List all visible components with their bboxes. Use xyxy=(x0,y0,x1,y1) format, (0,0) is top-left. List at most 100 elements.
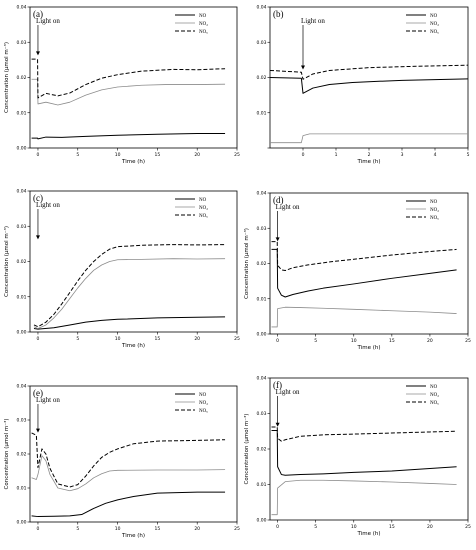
panel-label: (c) xyxy=(33,193,43,203)
x-tick-label: 25 xyxy=(465,338,471,344)
y-tick-label: 0.03 xyxy=(16,224,26,230)
plot-frame xyxy=(29,385,238,523)
x-tick-label: 5 xyxy=(76,526,79,532)
y-axis-label: Concentration (μmol m⁻³) xyxy=(3,42,10,113)
x-tick-label: 0 xyxy=(302,152,305,158)
y-tick-label: 0.04 xyxy=(16,5,26,11)
series-line xyxy=(33,244,226,328)
x-tick-label: 20 xyxy=(427,524,433,530)
legend-entry: NOₓ xyxy=(199,30,208,35)
y-tick-label: 0.00 xyxy=(16,146,26,152)
y-tick-label: 0.03 xyxy=(256,411,266,417)
legend-entry: NO xyxy=(199,198,207,203)
legend-entry: NO₂ xyxy=(430,208,439,213)
x-tick-label: 25 xyxy=(234,526,240,532)
x-tick-label: 20 xyxy=(194,336,200,342)
legend-entry: NO xyxy=(430,14,438,19)
x-tick-label: 15 xyxy=(155,526,161,532)
series-line xyxy=(31,133,226,140)
legend-entry: NO₂ xyxy=(430,393,439,398)
annotation-label: Light on xyxy=(276,388,300,396)
panel-label: (d) xyxy=(273,195,284,205)
y-tick-label: 0.04 xyxy=(16,384,26,390)
x-tick-label: 5 xyxy=(467,152,470,158)
series-line xyxy=(31,432,226,488)
annotation-arrow-head xyxy=(301,65,305,70)
x-tick-label: 5 xyxy=(76,336,79,342)
chart-panel: 0 5 10 15 20 25 0.00 0.01 0.02 0.03 0.04 Time (h) Co… xyxy=(243,191,471,351)
y-tick-label: 0.03 xyxy=(16,40,26,46)
x-tick-label: 10 xyxy=(351,524,357,530)
plot-frame xyxy=(29,190,238,333)
y-tick-label: 0.02 xyxy=(256,447,266,453)
y-tick-label: 0.03 xyxy=(256,40,266,46)
y-tick-label: 0.02 xyxy=(16,259,26,265)
annotation-label: Light on xyxy=(276,203,300,211)
y-tick-label: 0.02 xyxy=(256,75,266,81)
y-tick-label: 0.04 xyxy=(16,189,26,195)
x-tick-label: 5 xyxy=(314,524,317,530)
x-tick-label: 1 xyxy=(335,152,338,158)
x-tick-label: 20 xyxy=(194,526,200,532)
series-line xyxy=(270,133,468,144)
x-axis-label: Time (h) xyxy=(121,343,145,349)
y-tick-label: 0.01 xyxy=(256,110,266,116)
plot-frame xyxy=(269,6,469,149)
x-tick-label: 10 xyxy=(351,338,357,344)
panel-label: (f) xyxy=(273,380,282,390)
panel-label: (b) xyxy=(273,9,284,19)
y-tick-label: 0.01 xyxy=(16,110,26,116)
y-tick-label: 0.00 xyxy=(256,518,266,524)
x-axis-label: Time (h) xyxy=(357,531,381,537)
x-tick-label: 5 xyxy=(76,152,79,158)
series-line xyxy=(31,455,226,492)
chart-panel: 0 5 10 15 20 25 0.00 0.01 0.02 0.03 0.04 Time (h) Co… xyxy=(3,189,240,349)
series-line xyxy=(269,64,469,80)
series-line xyxy=(271,426,457,442)
x-axis-label: Time (h) xyxy=(357,159,381,165)
y-tick-label: 0.04 xyxy=(256,191,266,197)
x-tick-label: 5 xyxy=(314,338,317,344)
x-tick-label: 0 xyxy=(37,336,40,342)
annotation-label: Light on xyxy=(36,17,60,25)
x-tick-label: 3 xyxy=(401,152,404,158)
legend-entry: NO₂ xyxy=(199,206,208,211)
annotation-label: Light on xyxy=(36,396,60,404)
x-tick-label: 20 xyxy=(194,152,200,158)
x-tick-label: 25 xyxy=(465,524,471,530)
y-axis-label: Concentration (μmol m⁻³) xyxy=(243,228,250,299)
x-tick-label: 4 xyxy=(434,152,437,158)
y-tick-label: 0.01 xyxy=(16,486,26,492)
y-tick-label: 0.02 xyxy=(256,261,266,267)
y-tick-label: 0.01 xyxy=(16,294,26,300)
annotation-arrow-head xyxy=(35,428,40,433)
annotation-label: Light on xyxy=(301,17,325,25)
series-line xyxy=(33,258,226,329)
chart-panel: 0 1 2 3 4 5 0.01 0.02 0.03 0.04 Time (h) (b) Light o… xyxy=(256,5,469,165)
y-axis-label: Concentration (μmol m⁻³) xyxy=(3,419,10,490)
annotation-arrow-head xyxy=(35,235,40,240)
annotation-arrow-head xyxy=(275,422,280,427)
y-tick-label: 0.00 xyxy=(16,520,26,526)
series-line xyxy=(271,306,457,328)
x-tick-label: 10 xyxy=(115,526,121,532)
legend-entry: NO xyxy=(199,393,207,398)
series-line xyxy=(271,430,457,476)
y-axis-label: Concentration (μmol m⁻³) xyxy=(3,226,10,297)
x-tick-label: 0 xyxy=(37,152,40,158)
y-tick-label: 0.03 xyxy=(256,226,266,232)
annotation-arrow-head xyxy=(35,51,40,56)
legend-entry: NOₓ xyxy=(430,216,439,221)
y-tick-label: 0.02 xyxy=(16,452,26,458)
legend-entry: NO xyxy=(430,200,438,205)
legend-entry: NOₓ xyxy=(199,214,208,219)
x-tick-label: 15 xyxy=(155,336,161,342)
legend-entry: NOₓ xyxy=(430,30,439,35)
y-tick-label: 0.04 xyxy=(256,5,266,11)
series-line xyxy=(31,78,226,106)
x-axis-label: Time (h) xyxy=(121,159,145,165)
x-tick-label: 20 xyxy=(427,338,433,344)
y-tick-label: 0.00 xyxy=(256,332,266,338)
plot-frame xyxy=(269,377,469,521)
